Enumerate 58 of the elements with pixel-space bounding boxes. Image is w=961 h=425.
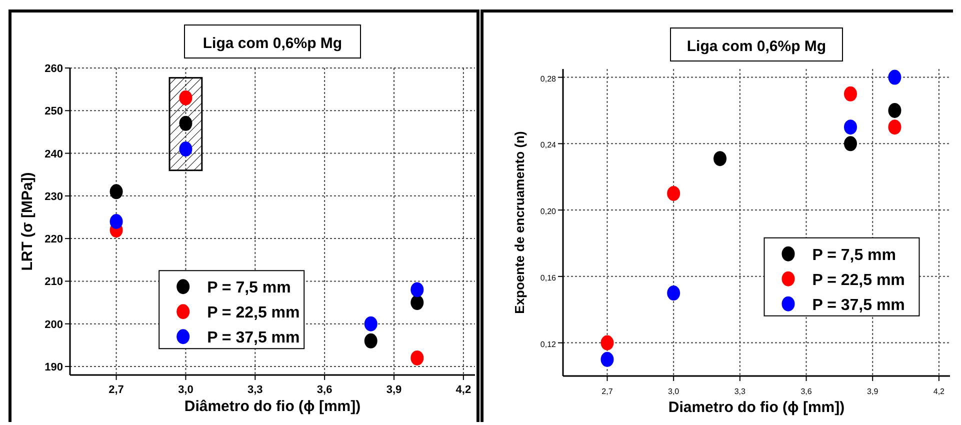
y-tick-label: 220	[44, 234, 63, 246]
y-tick-label: 210	[44, 276, 63, 288]
point	[179, 142, 192, 157]
y-tick-label: 0,24	[540, 140, 557, 150]
x-tick-label: 3,0	[178, 384, 194, 396]
legend-label: P = 37,5 mm	[207, 330, 300, 347]
point	[179, 90, 192, 106]
point	[600, 352, 614, 367]
y-tick-label: 0,16	[540, 273, 557, 282]
point	[888, 102, 902, 118]
x-tick-label: 4,2	[933, 387, 946, 396]
point	[714, 151, 727, 166]
x-tick-label: 3,3	[247, 384, 263, 396]
point	[364, 333, 378, 348]
legend-label: P = 37,5 mm	[812, 296, 905, 314]
point	[888, 120, 902, 135]
y-axis-title: Expoente de encruamento (n)	[512, 131, 527, 314]
y-axis-title: LRT (σ [MPa])	[19, 172, 36, 271]
point	[364, 316, 378, 332]
legend-label: P = 22,5 mm	[812, 272, 905, 289]
point	[600, 335, 614, 350]
point	[667, 286, 680, 301]
legend-label: P = 7,5 mm	[207, 280, 291, 297]
legend-label: P = 7,5 mm	[812, 246, 896, 264]
x-tick-label: 3,6	[800, 387, 812, 396]
x-tick-label: 3,9	[867, 387, 879, 396]
y-tick-label: 240	[44, 148, 63, 160]
x-axis-title: Diâmetro do fio (ϕ [mm])	[184, 398, 361, 415]
point	[410, 282, 424, 298]
chart-title: Liga com 0,6%p Mg	[202, 35, 342, 52]
legend-label: P = 22,5 mm	[207, 304, 300, 322]
x-tick-label: 2,7	[602, 387, 614, 396]
x-tick-label: 2,7	[108, 384, 124, 396]
point	[667, 186, 680, 201]
y-tick-label: 230	[44, 190, 63, 203]
point	[179, 116, 192, 131]
y-tick-label: 190	[44, 361, 63, 374]
point	[110, 184, 123, 200]
x-tick-label: 3,0	[668, 387, 680, 396]
y-tick-label: 0,12	[540, 340, 557, 349]
point	[844, 136, 857, 152]
x-tick-label: 4,2	[456, 384, 472, 396]
point	[844, 120, 857, 135]
x-tick-label: 3,9	[386, 384, 402, 396]
point	[844, 86, 857, 102]
y-tick-label: 200	[44, 318, 63, 331]
chart-title: Liga com 0,6%p Mg	[686, 38, 826, 55]
point	[110, 214, 123, 229]
y-tick-label: 0,20	[540, 207, 557, 216]
y-tick-label: 250	[44, 106, 63, 118]
y-tick-label: 0,28	[540, 74, 557, 84]
x-tick-label: 3,3	[734, 387, 746, 396]
x-tick-label: 3,6	[316, 384, 332, 396]
x-axis-title: Diametro do fio (ϕ [mm])	[668, 399, 845, 416]
point	[410, 295, 424, 310]
point	[888, 70, 902, 85]
y-tick-label: 260	[44, 63, 63, 75]
point	[410, 350, 424, 366]
